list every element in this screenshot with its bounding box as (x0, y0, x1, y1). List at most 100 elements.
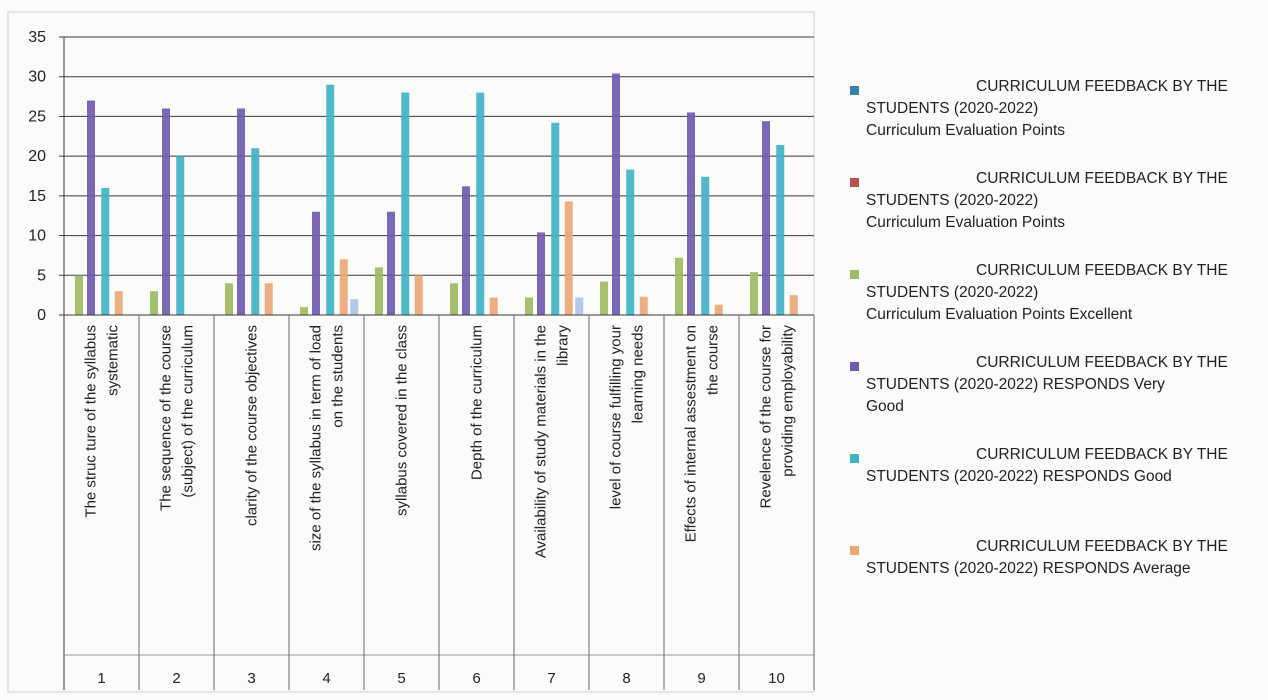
y-tick-label: 10 (28, 228, 46, 245)
x-category-number: 10 (768, 670, 785, 687)
legend-item: CURRICULUM FEEDBACK BY THE STUDENTS (202… (848, 536, 1260, 628)
legend-swatch (850, 546, 859, 555)
x-category-label: Availability of study materials in the (533, 325, 550, 558)
y-tick-label: 25 (28, 108, 46, 125)
x-category-label: (subject) of the curriculum (180, 325, 197, 498)
legend-label: CURRICULUM FEEDBACK BY THE STUDENTS (202… (866, 446, 1228, 485)
bar-series-4-cat-5 (401, 92, 410, 315)
y-tick-label: 30 (28, 69, 46, 86)
x-category-label: The sequence of the course (158, 325, 175, 511)
bar-series-4-cat-8 (626, 169, 635, 315)
bar-series-5-cat-3 (264, 283, 273, 315)
bar-series-5-cat-4 (339, 259, 348, 315)
x-category-label: providing employability (780, 325, 797, 477)
bar-series-5-cat-10 (789, 295, 798, 315)
x-axis-categories: The struc ture of the syllabus systematic… (83, 325, 797, 687)
x-category-label: size of the syllabus in term of load (308, 325, 325, 551)
bar-series-4-cat-3 (251, 148, 260, 315)
x-category-number: 9 (697, 670, 705, 687)
axes (63, 37, 815, 690)
x-category-label: syllabus covered in the class (394, 325, 411, 516)
x-category-label: The struc ture of the syllabus (83, 325, 100, 518)
bar-series-5-cat-5 (414, 275, 423, 315)
y-tick-label: 0 (37, 307, 46, 324)
legend-label: CURRICULUM FEEDBACK BY THE STUDENTS (202… (866, 262, 1228, 323)
legend-item: CURRICULUM FEEDBACK BY THE STUDENTS (202… (848, 352, 1260, 444)
x-category-number: 2 (172, 670, 180, 687)
bars (75, 73, 798, 316)
x-category-number: 6 (472, 670, 480, 687)
x-category-number: 3 (247, 670, 255, 687)
legend-item: CURRICULUM FEEDBACK BY THE STUDENTS (202… (848, 76, 1260, 168)
y-tick-label: 5 (37, 267, 46, 284)
bar-series-2-cat-8 (600, 281, 608, 315)
bar-series-4-cat-2 (176, 156, 185, 315)
bar-series-4-cat-10 (776, 145, 785, 315)
bar-series-3-cat-3 (237, 108, 245, 315)
bar-series-2-cat-4 (300, 307, 308, 315)
y-tick-label: 15 (28, 188, 46, 205)
x-category-label: Revelence of the course for (758, 325, 775, 508)
bar-series-3-cat-10 (762, 121, 770, 316)
bar-series-3-cat-5 (387, 211, 395, 315)
bar-series-5-cat-6 (489, 297, 498, 315)
bar-series-4-cat-7 (551, 122, 560, 315)
bar-series-5-cat-7 (564, 201, 573, 315)
x-category-number: 8 (622, 670, 630, 687)
x-category-label: on the students (330, 325, 347, 428)
bar-series-4-cat-4 (326, 84, 335, 316)
bar-series-6-cat-4 (350, 299, 359, 315)
x-category-label: clarity of the course objectives (244, 325, 261, 526)
legend-swatch (850, 362, 859, 371)
bar-series-3-cat-1 (87, 100, 95, 316)
y-axis-ticks: 0 5 10 15 20 25 30 35 (28, 29, 64, 324)
legend-swatch (850, 86, 859, 95)
bar-series-3-cat-2 (162, 108, 170, 315)
bar-series-4-cat-9 (701, 176, 710, 315)
bar-series-2-cat-5 (375, 267, 383, 315)
bar-series-2-cat-9 (675, 257, 683, 315)
legend-label: CURRICULUM FEEDBACK BY THE STUDENTS (202… (866, 78, 1228, 139)
bar-series-2-cat-6 (450, 283, 458, 315)
bar-series-3-cat-6 (462, 186, 470, 315)
x-category-number: 1 (97, 670, 105, 687)
x-category-label: Effects of internal assestment on (683, 325, 700, 542)
bar-series-2-cat-3 (225, 283, 233, 315)
x-category-label: library (555, 325, 572, 366)
bar-series-4-cat-6 (476, 92, 485, 315)
bar-series-4-cat-1 (101, 187, 110, 315)
legend-swatch (850, 454, 859, 463)
bar-series-3-cat-4 (312, 211, 320, 315)
bar-series-5-cat-9 (714, 304, 723, 315)
legend-swatch (850, 178, 859, 187)
x-category-label: the course (705, 325, 722, 395)
legend-label: CURRICULUM FEEDBACK BY THE STUDENTS (202… (866, 354, 1228, 415)
x-category-number: 5 (397, 670, 405, 687)
x-category-label: level of course fulfilling your (608, 325, 625, 509)
bar-series-2-cat-10 (750, 272, 758, 315)
legend-label: CURRICULUM FEEDBACK BY THE STUDENTS (202… (866, 538, 1228, 577)
bar-series-5-cat-8 (639, 296, 648, 315)
bar-series-3-cat-8 (612, 73, 620, 315)
x-category-number: 4 (322, 670, 330, 687)
bar-series-3-cat-7 (537, 232, 545, 315)
x-category-number: 7 (547, 670, 555, 687)
legend-item: CURRICULUM FEEDBACK BY THE STUDENTS (202… (848, 168, 1260, 260)
legend-item: CURRICULUM FEEDBACK BY THE STUDENTS (202… (848, 444, 1260, 536)
x-category-label: Depth of the curriculum (469, 325, 486, 480)
x-category-label: learning needs (630, 325, 647, 423)
y-tick-label: 35 (28, 29, 46, 46)
bar-series-2-cat-2 (150, 291, 158, 315)
bar-series-5-cat-1 (114, 291, 123, 315)
bar-series-2-cat-1 (75, 275, 83, 315)
x-category-label: systematic (105, 325, 122, 396)
legend-label: CURRICULUM FEEDBACK BY THE STUDENTS (202… (866, 170, 1228, 231)
legend: CURRICULUM FEEDBACK BY THE STUDENTS (202… (848, 76, 1260, 628)
legend-item: CURRICULUM FEEDBACK BY THE STUDENTS (202… (848, 260, 1260, 352)
bar-series-3-cat-9 (687, 112, 695, 315)
bar-series-6-cat-7 (575, 297, 584, 315)
legend-swatch (850, 270, 859, 279)
bar-series-2-cat-7 (525, 297, 533, 315)
y-tick-label: 20 (28, 148, 46, 165)
